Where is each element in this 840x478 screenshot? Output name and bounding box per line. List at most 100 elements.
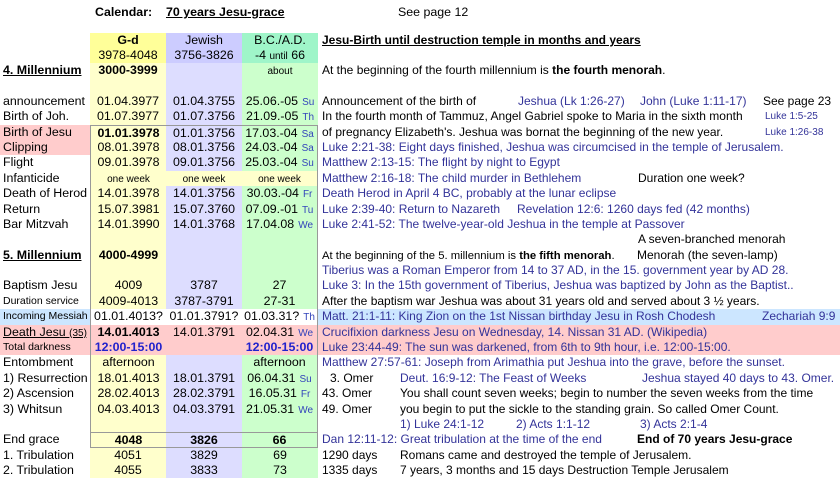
cell-gd: 01.01.3978 [90,124,166,140]
text-segment: 12:00-15:00 [94,340,163,355]
text-segment: Clipping [3,139,48,154]
row-label: announcement [0,94,90,109]
weekday-abbrev: Su [301,158,314,170]
cell-gd: 15.07.3981 [90,201,166,217]
row-notes: Luke 2:39-40: Return to Nazareth Revelati… [318,202,840,217]
row-label: 5. Millennium [0,248,90,263]
text-segment: . [611,249,615,262]
text-segment: Matthew 2:16-18: The child murder in Bet… [322,170,582,185]
text-segment: Luke 3: In the 15th government of Tiberi… [322,278,794,293]
weekday-abbrev: Th [303,312,315,324]
cell-jewish: 3787-3791 [166,293,242,310]
text-segment: 01.04.3755 [172,93,235,108]
text-segment: 14.01.3990 [97,216,160,231]
text-segment: 04.03.3791 [172,401,235,416]
table-row: End grace 4048 3826 66 Dan 12:11-12: Great t… [0,432,840,448]
table-row: Flight 09.01.3978 09.01.3756 25.03.-04 Su Mat… [0,155,840,171]
text-segment: 25.03.-04 [245,155,298,170]
cell-bcad [242,232,318,248]
cell-bcad: 73 [242,463,318,478]
text-segment: 28.02.3791 [172,386,235,401]
column-range-bcad: -4 until 66 [242,48,318,63]
column-header-gd: G-d [90,33,166,48]
weekday-abbrev: Fr [302,189,313,201]
text-segment: Matthew 2:13-15: The flight by night to … [322,155,560,170]
text-segment: Baptism Jesu [3,278,78,293]
cell-bcad [242,78,318,94]
cell-bcad: 21.09.-05 Th [242,109,318,125]
text-segment: 14.01.3978 [97,186,160,201]
text-segment: 66 [287,48,306,62]
cell-bcad: afternoon [242,355,318,371]
text-segment: Death of Herod [3,186,88,201]
cell-jewish [166,263,242,279]
cell-jewish: 14.01.3756 [166,186,242,202]
table-row: 2) Ascension 28.02.4013 28.02.3791 16.05.31… [0,386,840,402]
row-notes: Luke 23:44-49: The sun was darkened, fro… [318,340,840,356]
text-segment: Duration one week? [638,170,745,185]
row-label [0,417,90,432]
row-label: Incoming Messiah [0,309,90,325]
cell-bcad: 27 [242,278,318,294]
cell-gd: 01.07.3977 [90,109,166,125]
text-segment: Return [3,201,41,216]
text-segment: 02.04.31 [245,324,295,339]
text-segment: See page 23 [763,93,832,108]
cell-jewish [166,63,242,79]
text-segment: afternoon [253,355,306,370]
table-row: Incoming Messiah 01.01.4013? 01.01.3791? 01… [0,309,840,325]
text-segment: 21.05.31 [245,401,295,416]
text-segment: Tiberius was a Roman Emperor from 14 to … [322,263,789,278]
cell-jewish: 14.01.3768 [166,216,242,233]
table-row: Bar Mitzvah 14.01.3990 14.01.3768 17.04.08 W… [0,216,840,233]
cell-gd: 4055 [90,463,166,478]
table-row: Birth of Jesu 01.01.3978 01.01.3756 17.03.-… [0,124,840,140]
text-segment: Luke 23:44-49: The sun was darkened, fro… [322,340,731,355]
text-segment: 69 [273,447,287,462]
weekday-abbrev: We [298,327,314,339]
text-segment: 73 [273,463,287,478]
text-segment: 25.06.-05 [245,93,299,108]
weekday-abbrev: Th [302,112,315,124]
table-row: 2. Tribulation 4055 3833 73 1335 days 7 years… [0,463,840,478]
table-row: A seven-branched menorah [0,232,840,248]
text-segment: the fifth menorah [519,249,612,262]
table-row: Return 15.07.3981 15.07.3760 07.09.-01 Tu Luk… [0,201,840,217]
cell-jewish: 28.02.3791 [166,386,242,402]
cell-bcad: 17.03.-04 Sa [242,124,318,140]
table-row: 5. Millennium 4000-4999 At the beginning o… [0,247,840,264]
text-segment: You shall count seven weeks; begin to nu… [400,386,814,401]
row-label: Total darkness [0,340,90,356]
text-segment: 4000-4999 [98,247,159,262]
cell-jewish [166,416,242,433]
text-segment: End of 70 years Jesu-grace [637,432,793,447]
table-row: Entombment afternoon afternoon Matthew 27:5… [0,355,840,371]
row-label [0,232,90,247]
cell-gd: 09.01.3978 [90,155,166,171]
text-segment: 14.01.3768 [172,216,235,231]
cell-gd: 04.03.4013 [90,401,166,417]
weekday-abbrev: Sa [301,142,314,154]
cell-gd: 4000-4999 [90,247,166,264]
row-label: Death of Herod [0,186,90,201]
cell-bcad: about [242,63,318,79]
weekday-abbrev: Su [302,96,315,108]
table-header-range-row: 3978-4048 3756-3826 -4 until 66 [0,48,840,63]
row-notes: In the fourth month of Tammuz, Angel Gab… [318,109,840,124]
cell-bcad: one week [242,170,318,187]
text-segment: 12:00-15:00 [245,340,314,355]
row-label: 2. Tribulation [0,463,90,478]
text-segment: 4055 [114,463,142,478]
text-segment: Dan 12:11-12: Great tribulation at the t… [322,432,602,447]
weekday-abbrev: We [298,404,314,416]
text-segment: 14.01.3791 [172,324,235,339]
row-label: End grace [0,432,90,447]
text-segment: you begin to put the sickle to the stand… [400,401,779,416]
row-notes: Matthew 2:13-15: The flight by night to … [318,155,840,170]
text-segment: 3829 [190,447,218,462]
text-segment: 3978-4048 [98,48,158,62]
text-segment: Bar Mitzvah [3,216,69,231]
row-label: Entombment [0,355,90,370]
text-segment: 09.01.3756 [172,155,235,170]
